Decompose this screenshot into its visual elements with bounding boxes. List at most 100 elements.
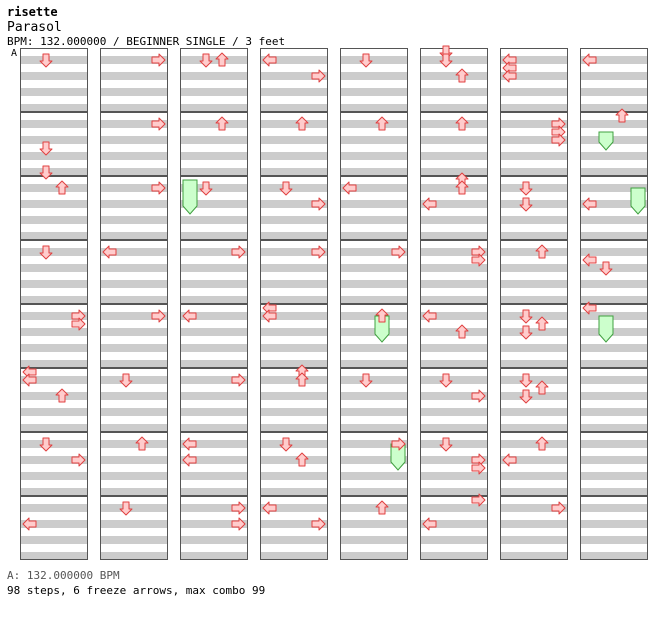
- measure-stripe: [260, 120, 328, 128]
- measure-stripe: [500, 280, 568, 288]
- measure-stripe: [500, 376, 568, 384]
- measure-stripe: [340, 504, 408, 512]
- measure-stripe: [340, 184, 408, 192]
- measure-stripe: [420, 376, 488, 384]
- measure-stripe: [420, 136, 488, 144]
- measure-stripe: [580, 392, 648, 400]
- measure-stripe: [100, 88, 168, 96]
- measure-border: [420, 240, 488, 304]
- measure-stripe: [500, 168, 568, 176]
- measure-border: [500, 112, 568, 176]
- step-arrow-right: [71, 317, 86, 331]
- measure-stripe: [20, 200, 88, 208]
- measure-stripe: [180, 232, 248, 240]
- measure-stripe: [20, 504, 88, 512]
- measure-stripe: [100, 312, 168, 320]
- measure-stripe: [100, 280, 168, 288]
- measure-border: [580, 112, 648, 176]
- measure-stripe: [580, 552, 648, 560]
- chart-meta: BPM: 132.000000 / BEGINNER SINGLE / 3 fe…: [7, 35, 286, 48]
- measure-stripe: [580, 408, 648, 416]
- step-arrow-up: [375, 116, 389, 131]
- measure-stripe: [420, 360, 488, 368]
- step-arrow-right: [311, 69, 326, 83]
- measure-border: [500, 176, 568, 240]
- measure-border: [580, 432, 648, 496]
- measure-stripe: [260, 520, 328, 528]
- measure-border: [20, 304, 88, 368]
- measure-stripe: [20, 152, 88, 160]
- step-arrow-down: [199, 181, 213, 196]
- measure-stripe: [340, 216, 408, 224]
- step-arrow-up: [535, 316, 549, 331]
- step-arrow-right: [311, 197, 326, 211]
- measure-stripe: [180, 456, 248, 464]
- measure-stripe: [580, 312, 648, 320]
- measure-stripe: [500, 520, 568, 528]
- measure-stripe: [340, 88, 408, 96]
- measure-stripe: [340, 344, 408, 352]
- measure-stripe: [420, 408, 488, 416]
- measure-stripe: [100, 152, 168, 160]
- measure-stripe: [100, 296, 168, 304]
- measure-stripe: [20, 440, 88, 448]
- measure-stripe: [180, 280, 248, 288]
- measure-border: [180, 240, 248, 304]
- measure-stripe: [500, 440, 568, 448]
- measure-stripe: [580, 520, 648, 528]
- measure-stripe: [580, 168, 648, 176]
- measure-stripe: [260, 392, 328, 400]
- step-arrow-right: [471, 461, 486, 475]
- step-arrow-up: [455, 324, 469, 339]
- measure-stripe: [180, 360, 248, 368]
- measure-stripe: [100, 136, 168, 144]
- step-arrow-down: [39, 437, 53, 452]
- measure-stripe: [20, 520, 88, 528]
- measure-stripe: [20, 104, 88, 112]
- measure-border: [500, 432, 568, 496]
- measure-stripe: [260, 248, 328, 256]
- step-arrow-up: [535, 380, 549, 395]
- measure-stripe: [500, 184, 568, 192]
- measure-border: [180, 496, 248, 560]
- measure-stripe: [340, 472, 408, 480]
- measure-border: [500, 304, 568, 368]
- measure-stripe: [100, 184, 168, 192]
- measure-stripe: [340, 232, 408, 240]
- measure-border: [420, 176, 488, 240]
- measure-stripe: [20, 296, 88, 304]
- measure-stripe: [100, 232, 168, 240]
- measure-stripe: [420, 152, 488, 160]
- measure-border: [260, 240, 328, 304]
- measure-stripe: [580, 264, 648, 272]
- measure-stripe: [20, 168, 88, 176]
- measure-border: [420, 368, 488, 432]
- measure-stripe: [260, 56, 328, 64]
- measure-stripe: [260, 296, 328, 304]
- measure-stripe: [180, 536, 248, 544]
- measure-stripe: [580, 136, 648, 144]
- measure-stripe: [260, 376, 328, 384]
- measure-stripe: [100, 216, 168, 224]
- measure-stripe: [180, 152, 248, 160]
- measure-border: [500, 368, 568, 432]
- measure-border: [260, 432, 328, 496]
- measure-stripe: [500, 552, 568, 560]
- measure-stripe: [260, 504, 328, 512]
- measure-border: [340, 48, 408, 112]
- step-arrow-down: [359, 373, 373, 388]
- measure-stripe: [20, 184, 88, 192]
- measure-stripe: [20, 392, 88, 400]
- measure-border: [500, 496, 568, 560]
- step-arrow-right: [311, 245, 326, 259]
- measure-stripe: [420, 520, 488, 528]
- measure-stripe: [500, 424, 568, 432]
- measure-border: [340, 432, 408, 496]
- measure-border: [260, 48, 328, 112]
- measure-stripe: [580, 344, 648, 352]
- measure-border: [340, 112, 408, 176]
- measure-stripe: [340, 520, 408, 528]
- step-arrow-down: [519, 309, 533, 324]
- measure-stripe: [580, 456, 648, 464]
